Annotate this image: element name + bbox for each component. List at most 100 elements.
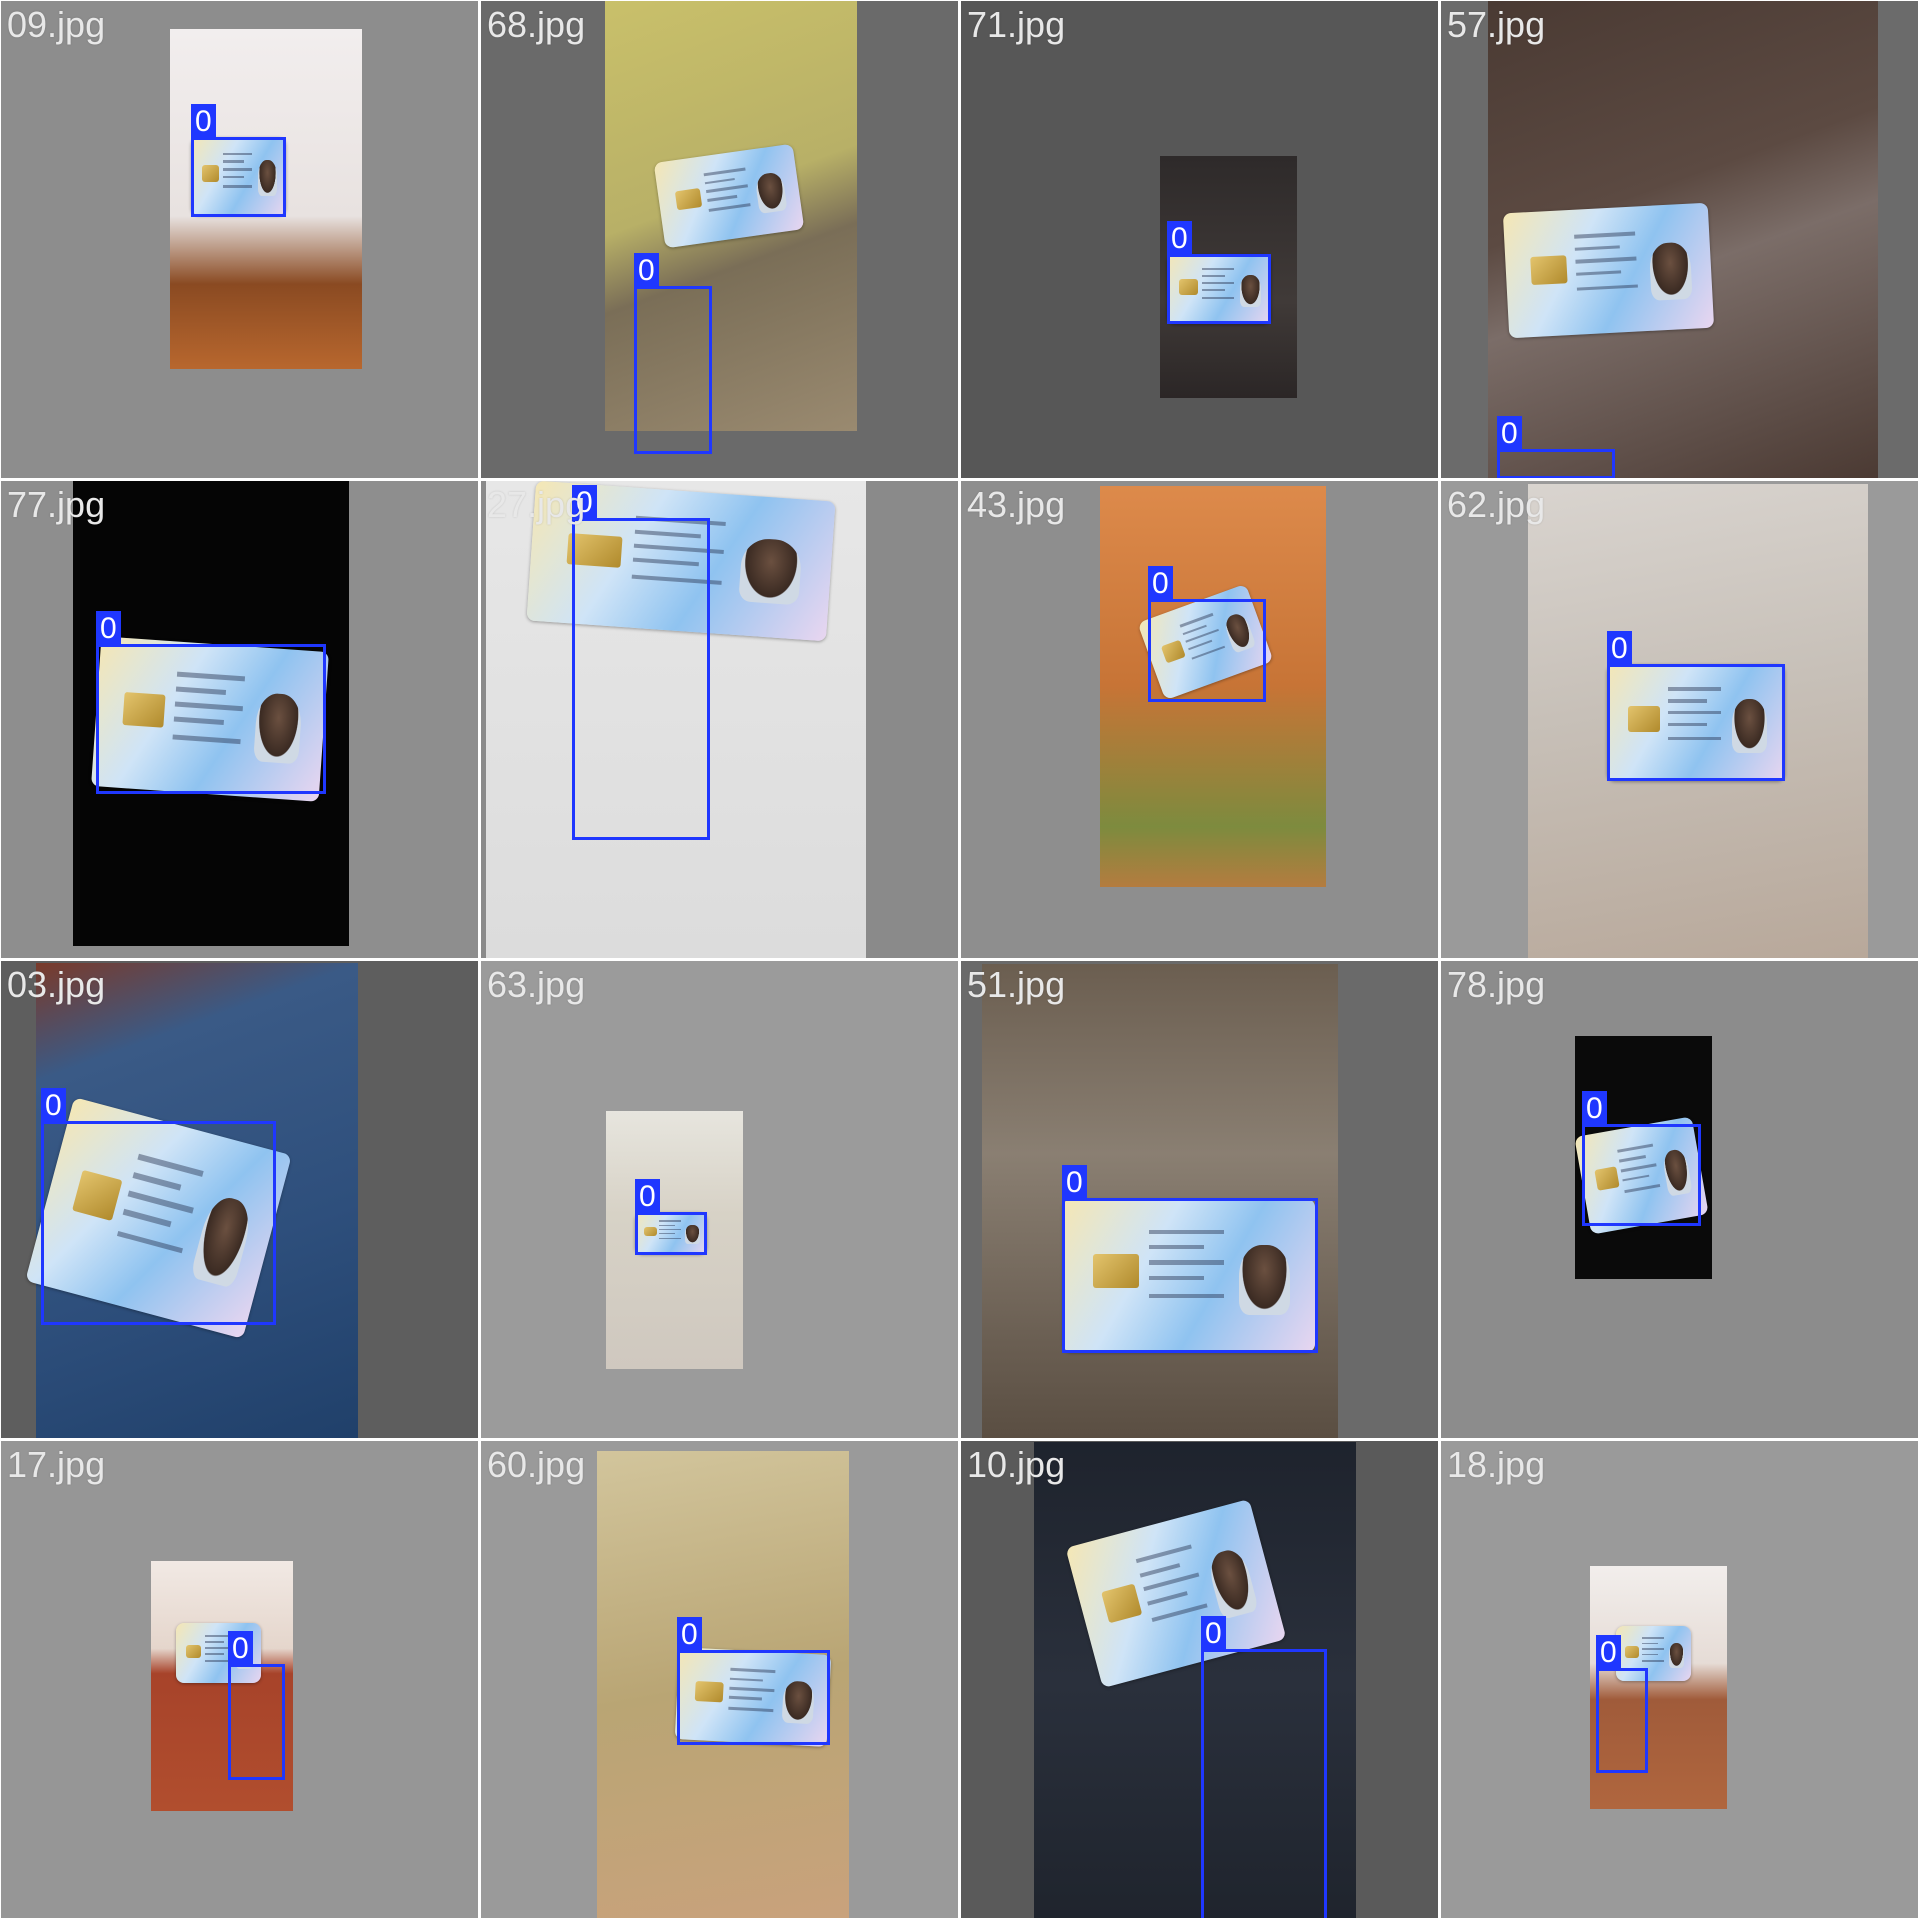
card-portrait (1668, 1642, 1684, 1668)
grid-tile: 71.jpg 0 (961, 1, 1438, 478)
detection-class-label: 0 (1062, 1165, 1087, 1201)
grid-tile: 60.jpg 0 (481, 1441, 958, 1918)
id-card (1502, 202, 1715, 339)
id-card (1616, 1626, 1691, 1681)
card-chip (643, 1227, 657, 1237)
id-card (1167, 254, 1271, 324)
card-text-line (1202, 268, 1234, 271)
grid-tile: 57.jpg 0 (1441, 1, 1918, 478)
tile-filename: 51.jpg (967, 964, 1066, 1005)
tile-filename: 78.jpg (1447, 964, 1546, 1005)
tile-filename: 62.jpg (1447, 484, 1546, 525)
detection-class-label: 0 (635, 1179, 660, 1215)
card-text-line (223, 185, 252, 188)
card-text-line (1202, 282, 1234, 285)
card-text-line (1641, 1653, 1658, 1656)
tile-filename: 71.jpg (967, 4, 1066, 45)
grid-tile: 09.jpg 0 (1, 1, 478, 478)
card-text-line (1641, 1660, 1664, 1662)
card-chip (186, 1644, 202, 1658)
card-text-line (705, 184, 748, 194)
tile-filename: 17.jpg (7, 1444, 106, 1485)
tile-filename: 18.jpg (1447, 1444, 1546, 1485)
card-text-line (1641, 1648, 1664, 1650)
card-text-line (659, 1233, 676, 1235)
card-text-line (1142, 1572, 1200, 1592)
detection-class-label: 0 (1201, 1616, 1226, 1652)
card-chip (1179, 279, 1199, 295)
detection-box: 0 (1596, 1635, 1648, 1773)
tile-filename: 63.jpg (487, 964, 586, 1005)
card-text-line (1641, 1642, 1658, 1645)
card-text-line (1667, 736, 1721, 741)
tile-filename: 57.jpg (1447, 4, 1546, 45)
detection-box: 0 (635, 1179, 707, 1255)
card-text-line (659, 1228, 682, 1231)
grid-tile: 10.jpg 0 (961, 1441, 1438, 1918)
grid-tile: 03.jpg 0 (1, 961, 478, 1438)
card-text-line (1641, 1637, 1664, 1639)
card-chip (1100, 1583, 1143, 1624)
tile-filename: 43.jpg (967, 484, 1066, 525)
card-text-line (1135, 1544, 1192, 1564)
card-chip (1093, 1254, 1139, 1288)
detection-class-label: 0 (634, 253, 659, 289)
card-portrait (1239, 275, 1261, 308)
card-portrait (754, 171, 788, 215)
card-text-line (706, 194, 738, 202)
detection-box: 0 (96, 611, 326, 794)
detection-box: 0 (634, 253, 712, 454)
detection-box: 0 (1062, 1165, 1318, 1353)
card-text-line (1148, 1275, 1205, 1281)
grid-tile: 27.jpg 0 (481, 481, 958, 958)
card-text-line (704, 177, 736, 185)
detection-class-label: 0 (1497, 416, 1522, 452)
id-card (191, 137, 286, 215)
detection-box: 0 (1497, 416, 1615, 478)
card-text-line (1202, 289, 1226, 292)
card-text-line (1202, 275, 1226, 278)
card-text-line (659, 1224, 676, 1226)
detection-class-label: 0 (1148, 566, 1173, 602)
tile-filename: 77.jpg (7, 484, 106, 525)
detection-class-label: 0 (677, 1617, 702, 1653)
card-text-line (1575, 256, 1637, 264)
grid-tile: 63.jpg 0 (481, 961, 958, 1438)
card-portrait (1205, 1545, 1260, 1621)
tile-photo (1590, 1566, 1727, 1809)
card-text-line (1576, 283, 1639, 291)
card-portrait (738, 537, 803, 606)
card-text-line (659, 1220, 682, 1222)
grid-tile: 77.jpg 0 (1, 481, 478, 958)
card-text-line (223, 168, 252, 171)
card-text-line (1667, 687, 1721, 691)
card-portrait (685, 1224, 700, 1244)
card-text-line (1146, 1590, 1189, 1606)
card-text-line (1202, 297, 1234, 300)
tile-filename: 10.jpg (967, 1444, 1066, 1485)
tile-filename: 60.jpg (487, 1444, 586, 1485)
tile-photo (1100, 486, 1326, 887)
card-text-line (1573, 231, 1636, 239)
card-text-line (708, 203, 751, 212)
tile-filename: 09.jpg (7, 4, 106, 45)
card-text-line (223, 176, 245, 179)
detection-class-label: 0 (191, 104, 216, 140)
detection-class-label: 0 (1582, 1091, 1607, 1127)
card-chip (1625, 1645, 1639, 1658)
id-card (1063, 1199, 1315, 1352)
card-portrait (1239, 1244, 1290, 1316)
card-text-line (204, 1635, 231, 1637)
card-chip (674, 187, 703, 211)
grid-tile: 43.jpg 0 (961, 481, 1438, 958)
tile-photo (151, 1561, 293, 1811)
grid-tile: 17.jpg 0 (1, 1441, 478, 1918)
id-card (1607, 664, 1785, 781)
grid-tile: 62.jpg 0 (1441, 481, 1918, 958)
detection-box: 0 (677, 1617, 830, 1745)
card-text-line (1574, 244, 1620, 251)
detection-box: 0 (1582, 1091, 1701, 1226)
card-text-line (1148, 1244, 1205, 1250)
detection-box: 0 (228, 1631, 285, 1780)
